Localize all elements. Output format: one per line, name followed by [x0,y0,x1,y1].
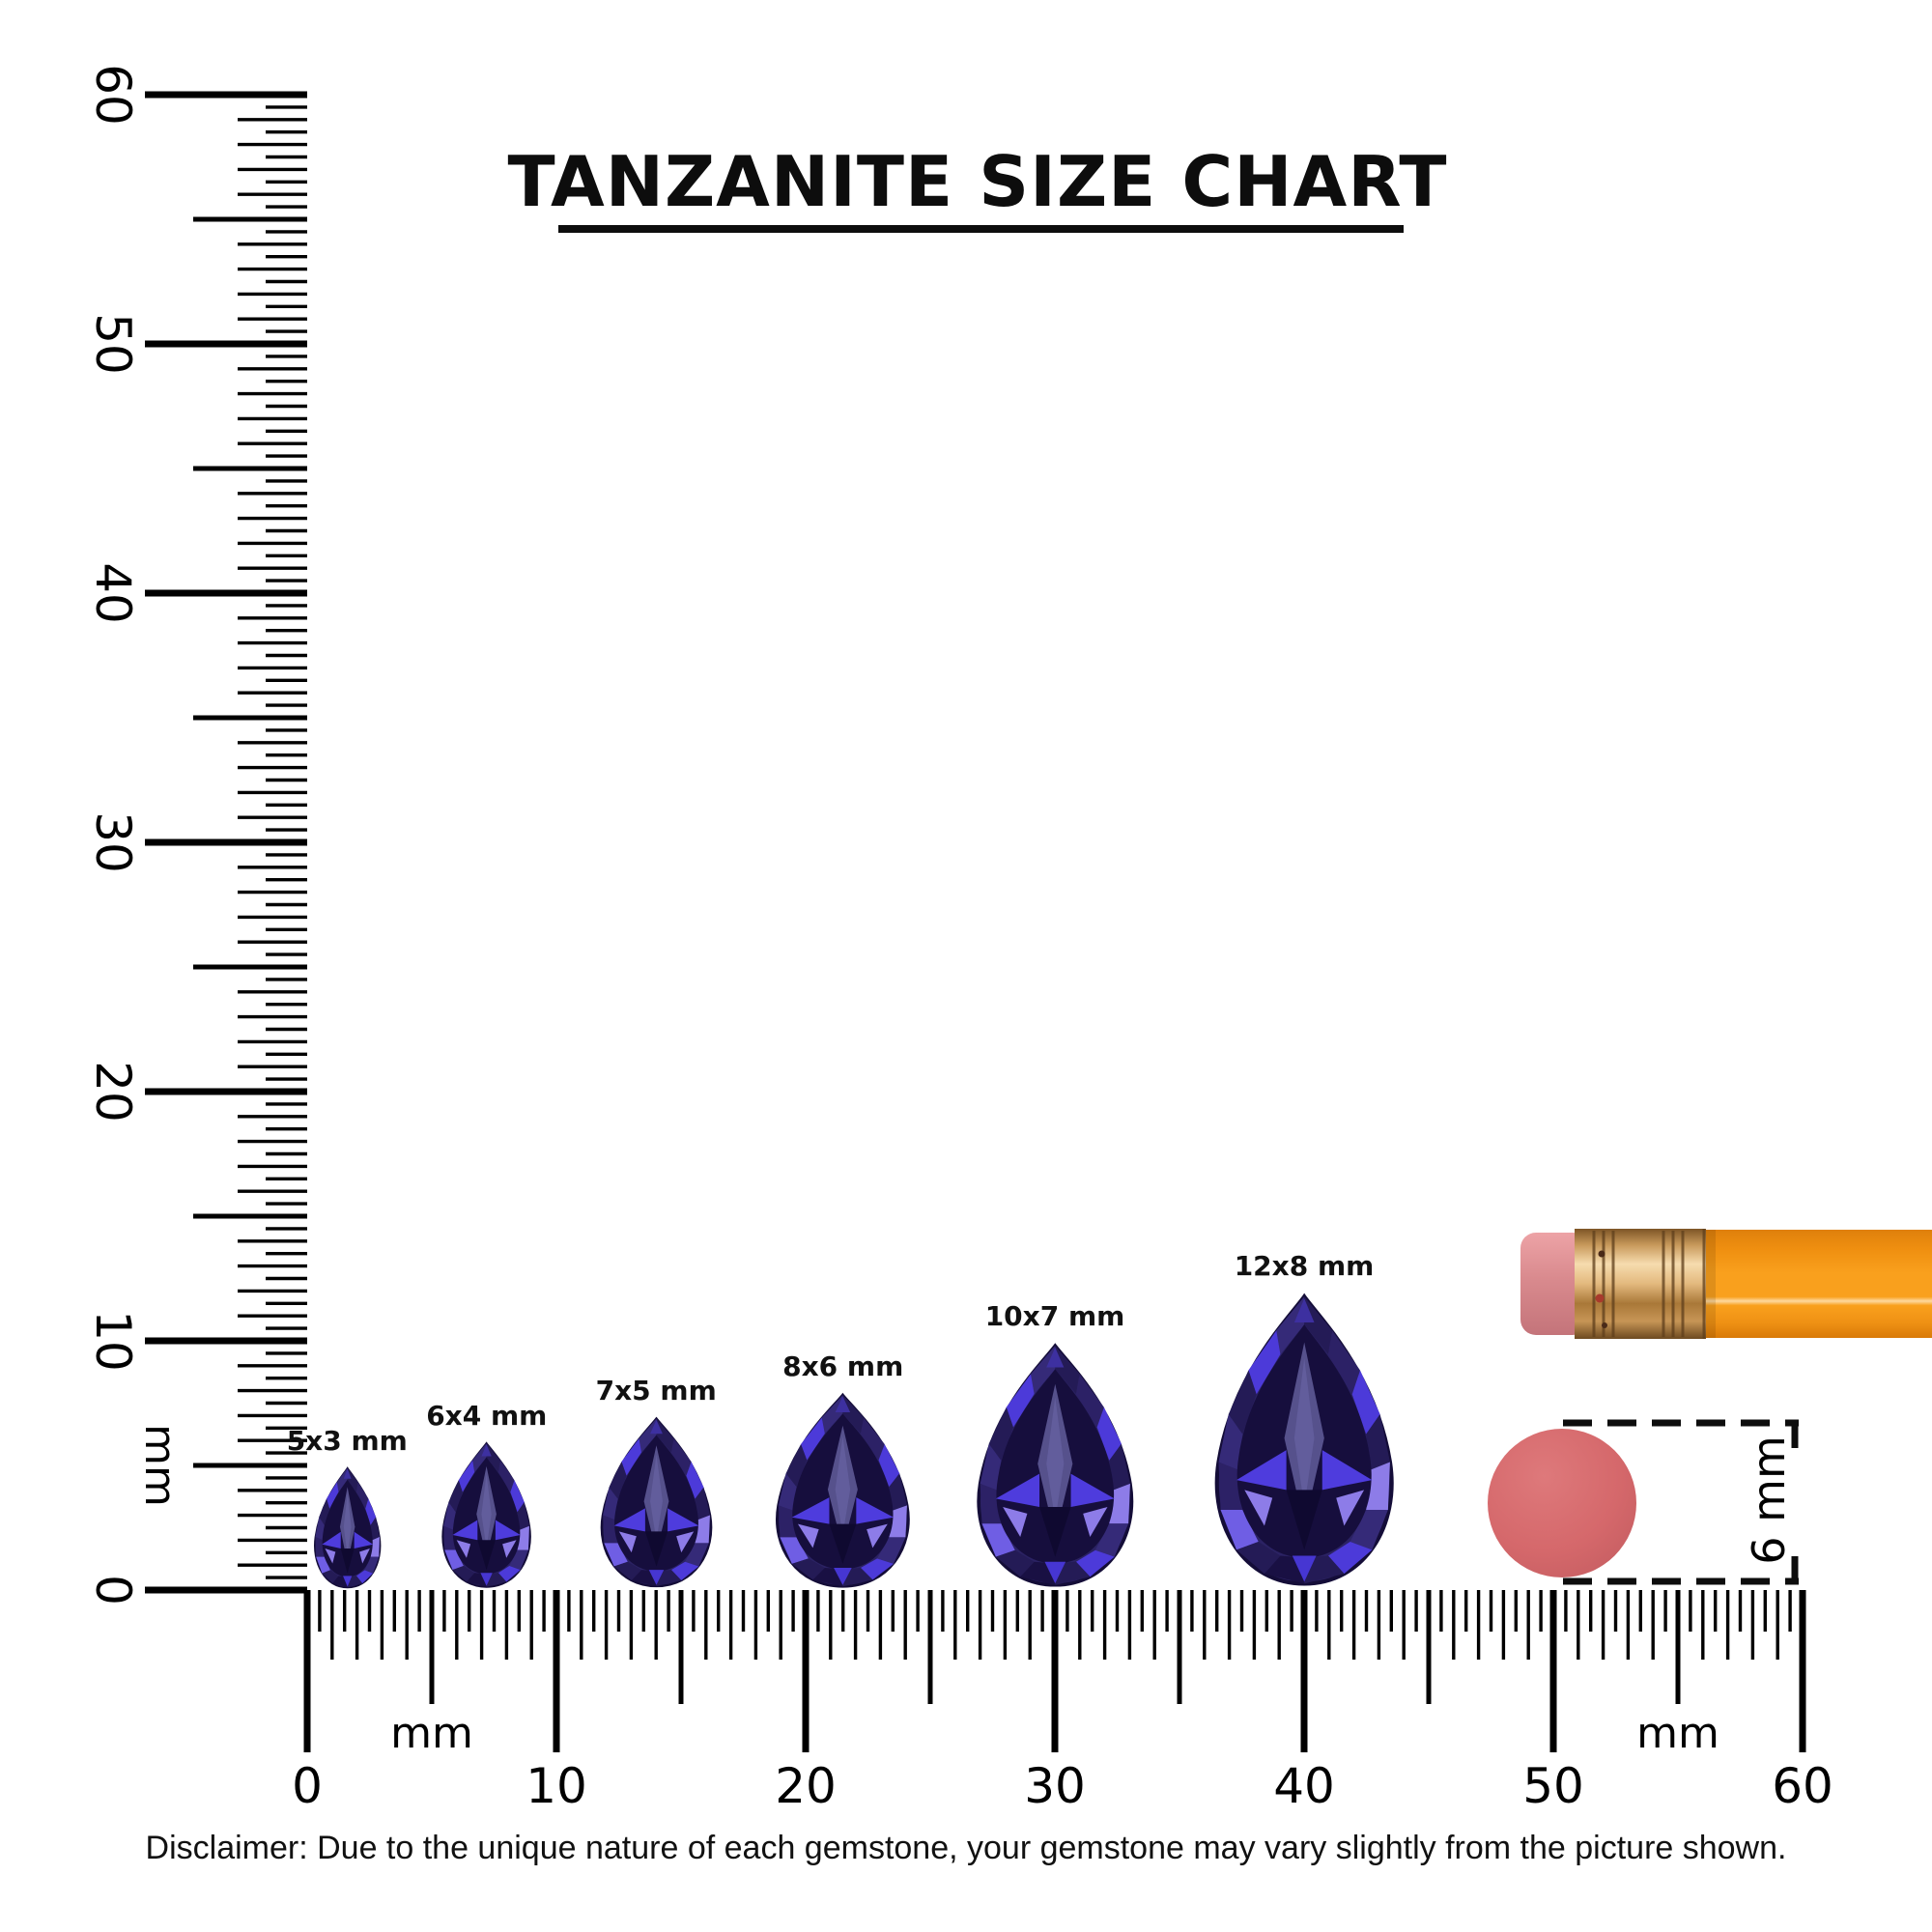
h-ruler-tick-label: 40 [1273,1758,1335,1814]
dimension-bracket [1563,1419,1799,1585]
gem-7x5 [600,1417,713,1588]
h-ruler-tick-label: 0 [292,1758,323,1814]
pencil-graphic [1520,1229,1932,1339]
gem-label-10x7: 10x7 mm [984,1300,1125,1332]
gem-6x4 [441,1442,532,1588]
dimension-label: 6 mm [1743,1435,1795,1565]
v-ruler-tick-label: 40 [85,562,141,624]
disclaimer-text: Disclaimer: Due to the unique nature of … [145,1830,1787,1866]
pencil-body [1706,1230,1932,1338]
gem-label-8x6: 8x6 mm [782,1350,904,1382]
vertical-ruler-unit-label: mm [135,1424,185,1507]
v-ruler-tick-label: 20 [85,1061,141,1122]
gem-label-12x8: 12x8 mm [1234,1250,1375,1283]
gem-12x8 [1205,1291,1404,1590]
horizontal-ruler-unit-label-right: mm [1636,1709,1719,1758]
page-title: TANZANITE SIZE CHART [507,141,1448,222]
v-ruler-tick-label: 10 [85,1310,141,1372]
gem-8x6 [776,1393,911,1588]
h-ruler-tick-label: 50 [1522,1758,1584,1814]
h-ruler-tick-label: 30 [1024,1758,1086,1814]
gem-5x3 [313,1466,382,1589]
gem-label-5x3: 5x3 mm [286,1425,408,1457]
gem-label-7x5: 7x5 mm [595,1375,717,1407]
pencil-eraser-tip [1520,1233,1588,1335]
title-underline [558,225,1404,233]
h-ruler-tick-label: 20 [775,1758,837,1814]
v-ruler-tick-label: 50 [85,313,141,375]
v-ruler-tick-label: 30 [85,811,141,873]
h-ruler-tick-label: 60 [1772,1758,1833,1814]
gem-label-6x4: 6x4 mm [426,1400,548,1433]
v-ruler-tick-label: 0 [85,1575,141,1605]
eraser-disc [1488,1429,1636,1577]
h-ruler-tick-label: 10 [526,1758,587,1814]
v-ruler-tick-label: 60 [85,64,141,126]
horizontal-ruler-unit-label-left: mm [390,1709,473,1758]
gem-10x7 [977,1344,1133,1587]
